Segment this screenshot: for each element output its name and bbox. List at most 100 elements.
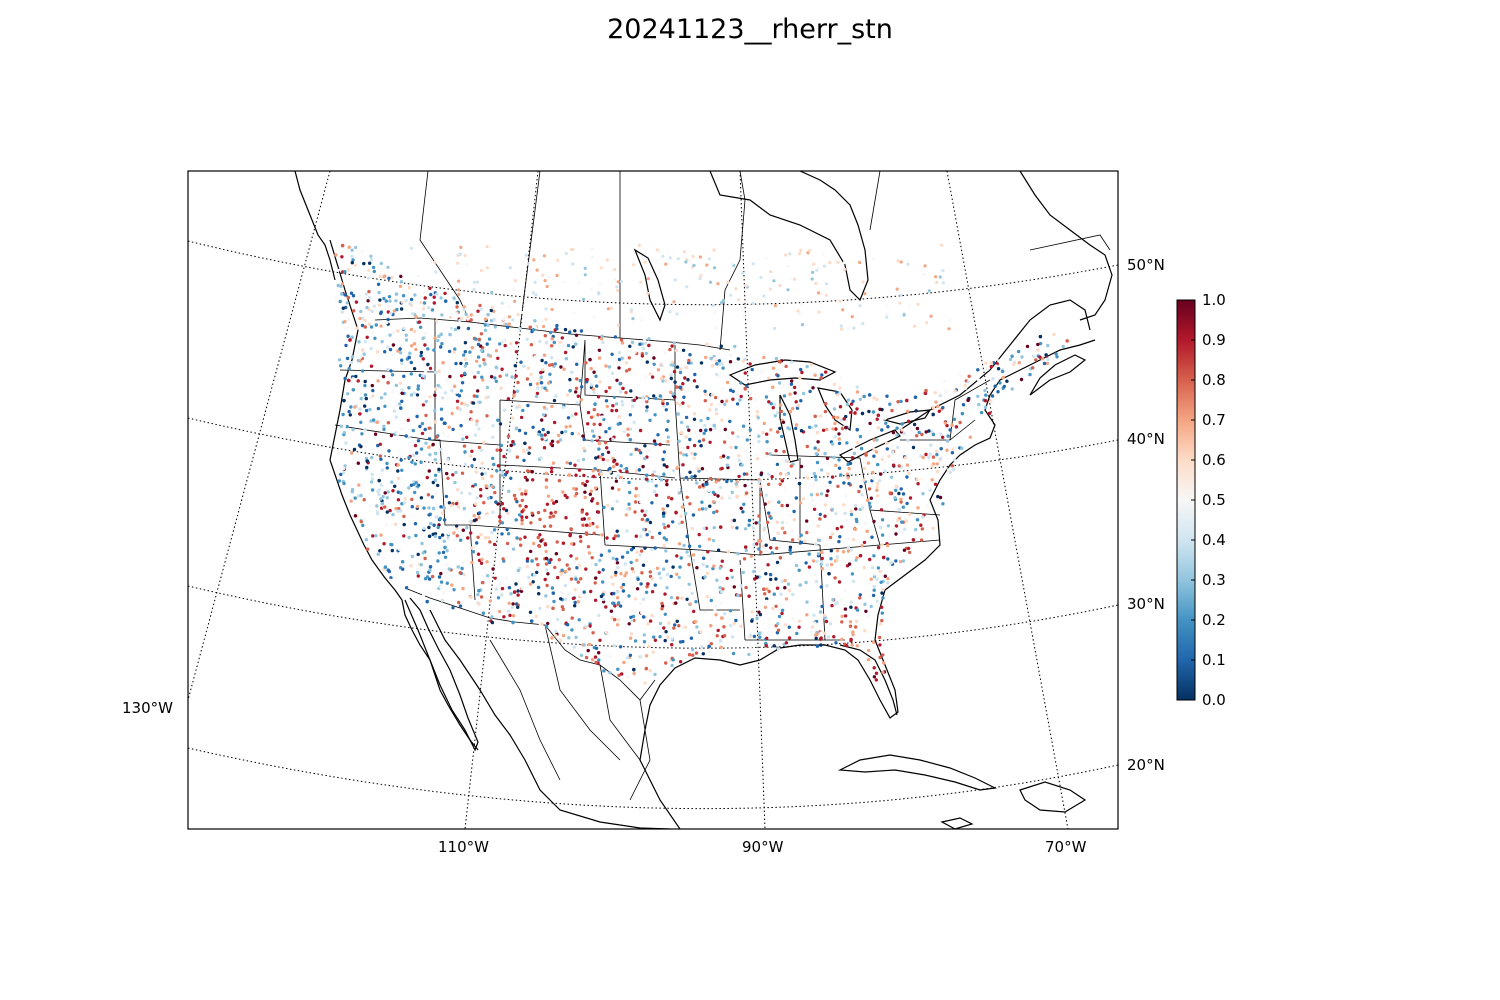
station-point xyxy=(748,633,753,637)
station-point xyxy=(551,591,555,595)
station-point xyxy=(490,305,494,310)
station-point xyxy=(719,601,723,606)
station-point xyxy=(342,431,347,435)
station-point xyxy=(544,340,549,345)
station-point xyxy=(378,298,382,302)
station-point xyxy=(470,346,475,350)
station-point xyxy=(513,299,517,303)
station-point xyxy=(703,389,707,393)
station-point xyxy=(810,426,814,430)
station-point xyxy=(1025,344,1030,349)
station-point xyxy=(989,361,993,365)
station-point xyxy=(703,423,707,428)
station-point xyxy=(1012,362,1016,366)
station-point xyxy=(490,484,494,489)
station-point xyxy=(479,487,483,492)
station-point xyxy=(506,532,511,536)
station-point xyxy=(353,263,357,267)
station-point xyxy=(580,510,584,514)
station-point xyxy=(644,666,648,671)
station-point xyxy=(913,324,917,328)
station-point xyxy=(989,399,993,403)
station-point xyxy=(383,505,387,509)
station-point xyxy=(726,550,731,554)
station-point xyxy=(835,526,839,531)
station-point xyxy=(786,264,790,268)
station-point xyxy=(661,379,665,383)
station-point xyxy=(787,636,792,640)
station-point xyxy=(921,492,925,496)
station-point xyxy=(903,456,908,460)
station-point xyxy=(541,324,546,329)
station-point xyxy=(687,358,691,363)
station-point xyxy=(799,429,804,433)
station-point xyxy=(692,609,696,614)
station-point xyxy=(400,391,404,395)
station-point xyxy=(700,507,705,511)
station-point xyxy=(540,319,544,323)
station-point xyxy=(630,567,634,571)
station-point xyxy=(958,374,963,378)
station-point xyxy=(586,648,590,653)
station-point xyxy=(782,394,787,398)
station-point xyxy=(643,546,647,550)
station-point xyxy=(880,428,884,432)
station-point xyxy=(680,500,684,504)
station-point xyxy=(421,307,425,311)
station-point xyxy=(648,668,652,673)
station-point xyxy=(712,266,717,270)
station-point xyxy=(387,449,391,453)
station-point xyxy=(626,507,630,511)
station-point xyxy=(741,435,745,439)
station-point xyxy=(872,554,876,558)
colorbar-tick-label: 1.0 xyxy=(1202,291,1226,309)
station-point xyxy=(878,525,883,530)
station-point xyxy=(984,361,988,365)
station-point xyxy=(886,557,890,561)
station-point xyxy=(365,335,369,339)
station-point xyxy=(456,565,460,569)
station-point xyxy=(409,564,413,568)
station-point xyxy=(798,312,802,316)
station-point xyxy=(769,546,773,550)
station-point xyxy=(375,420,379,424)
station-point xyxy=(774,449,778,453)
station-point xyxy=(629,615,633,619)
station-point xyxy=(836,260,840,264)
station-point xyxy=(435,435,439,439)
station-point xyxy=(573,604,577,608)
station-point xyxy=(747,594,751,598)
station-point xyxy=(416,384,421,388)
station-point xyxy=(544,471,548,475)
station-point xyxy=(415,454,420,459)
station-point xyxy=(617,366,621,370)
station-point xyxy=(521,586,525,591)
station-point xyxy=(792,277,797,281)
station-point xyxy=(509,341,513,346)
station-point xyxy=(612,644,616,648)
station-point xyxy=(604,389,608,394)
station-point xyxy=(442,518,447,522)
station-point xyxy=(412,329,417,334)
station-point xyxy=(641,464,645,469)
station-point xyxy=(825,456,830,461)
station-point xyxy=(535,391,540,396)
station-point xyxy=(889,560,894,565)
station-point xyxy=(525,564,529,569)
station-point xyxy=(569,554,573,558)
station-point xyxy=(664,262,668,266)
station-point xyxy=(350,451,354,455)
station-point xyxy=(542,254,547,258)
station-point xyxy=(941,276,945,280)
station-point xyxy=(684,435,688,439)
station-point xyxy=(675,312,679,316)
station-point xyxy=(849,548,853,552)
station-point xyxy=(531,425,535,429)
station-point xyxy=(620,341,625,345)
station-point xyxy=(589,383,594,387)
station-point xyxy=(837,458,841,462)
station-point xyxy=(820,604,824,609)
station-point xyxy=(470,487,475,491)
station-point xyxy=(879,420,883,424)
station-point xyxy=(1020,355,1024,359)
